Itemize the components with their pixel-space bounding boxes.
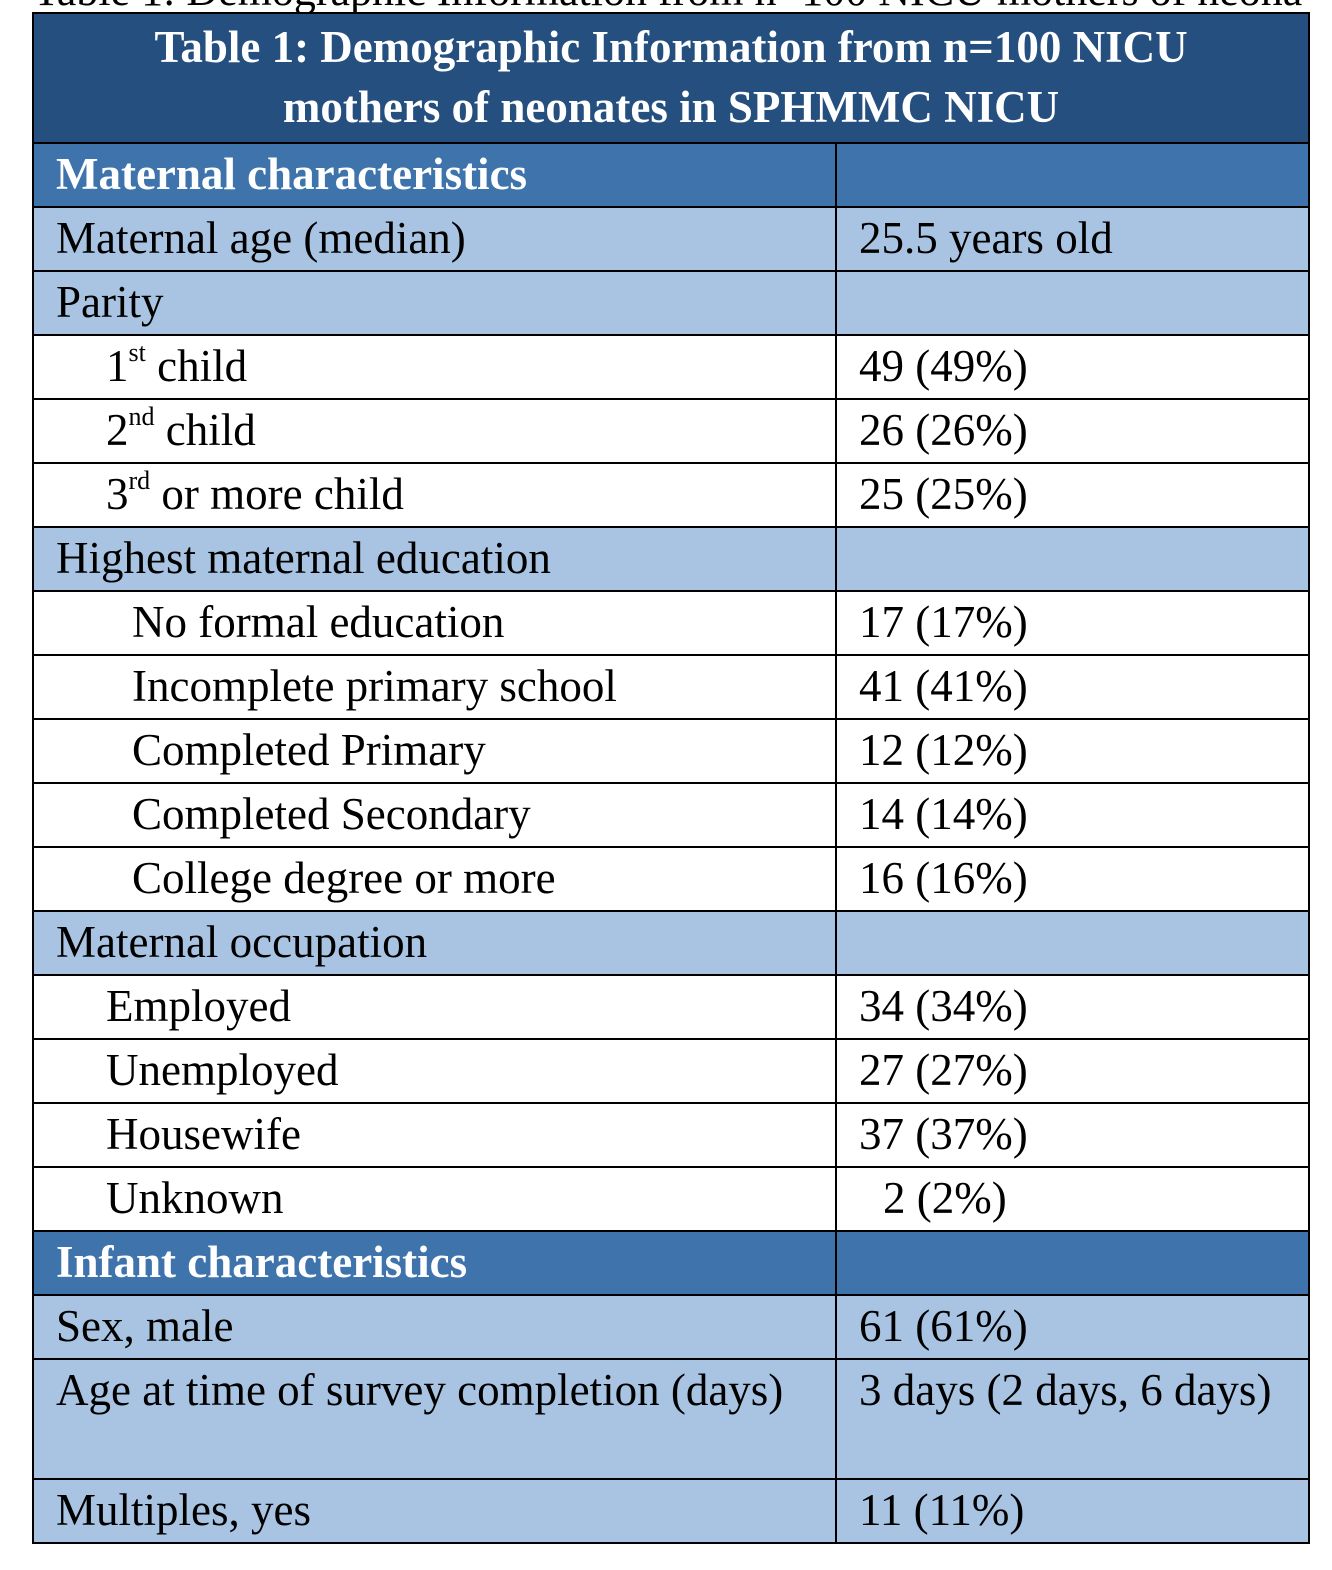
education-label-cell: Completed Primary <box>32 718 837 784</box>
occupation-label-cell: Housewife <box>32 1102 837 1168</box>
maternal-age-value: 25.5 years old <box>834 206 1311 272</box>
table-title-row: Table 1: Demographic Information from n=… <box>31 12 1311 144</box>
table-row: 1st child 49 (49%) <box>32 334 1311 400</box>
occupation-value-cell: 27 (27%) <box>834 1038 1311 1104</box>
table-title: Table 1: Demographic Information from n=… <box>31 12 1311 144</box>
education-label-cell: Incomplete primary school <box>32 654 837 720</box>
table-row: Housewife 37 (37%) <box>32 1102 1311 1168</box>
table-row: College degree or more 16 (16%) <box>32 846 1311 912</box>
education-label-cell: No formal education <box>32 590 837 656</box>
table-title-line2: mothers of neonates in SPHMMC NICU <box>282 82 1060 132</box>
parity-category-row: Parity <box>32 270 1311 336</box>
table-row: Completed Secondary 14 (14%) <box>32 782 1311 848</box>
education-value-cell: 14 (14%) <box>834 782 1311 848</box>
sex-value: 61 (61%) <box>834 1294 1311 1360</box>
cutoff-text-above-table: Table 1: Demographic Information from n=… <box>33 0 1305 12</box>
table-row: Incomplete primary school 41 (41%) <box>32 654 1311 720</box>
education-category-row: Highest maternal education <box>32 526 1311 592</box>
occupation-label: Maternal occupation <box>32 910 837 976</box>
infant-section-label: Infant characteristics <box>32 1230 837 1296</box>
maternal-section-label: Maternal characteristics <box>32 142 837 208</box>
age-label: Age at time of survey completion (days) <box>32 1358 837 1480</box>
table-row: Age at time of survey completion (days) … <box>32 1358 1311 1480</box>
education-value-cell: 41 (41%) <box>834 654 1311 720</box>
occupation-category-row: Maternal occupation <box>32 910 1311 976</box>
table-row: Sex, male 61 (61%) <box>32 1294 1311 1360</box>
infant-section-header: Infant characteristics <box>32 1230 1311 1296</box>
occupation-value-cell: 2 (2%) <box>834 1166 1311 1232</box>
table-row: Completed Primary 12 (12%) <box>32 718 1311 784</box>
occupation-value-cell: 34 (34%) <box>834 974 1311 1040</box>
parity-1-value: 49 (49%) <box>834 334 1311 400</box>
occupation-label-cell: Employed <box>32 974 837 1040</box>
parity-3-label: 3rd or more child <box>32 462 837 528</box>
occupation-label-cell: Unemployed <box>32 1038 837 1104</box>
table-title-line1: Table 1: Demographic Information from n=… <box>154 22 1188 72</box>
sex-label: Sex, male <box>32 1294 837 1360</box>
table-row: Employed 34 (34%) <box>32 974 1311 1040</box>
occupation-label-cell: Unknown <box>32 1166 837 1232</box>
age-value: 3 days (2 days, 6 days) <box>834 1358 1311 1480</box>
parity-3-value: 25 (25%) <box>834 462 1311 528</box>
education-value-cell: 16 (16%) <box>834 846 1311 912</box>
table-row: Unknown 2 (2%) <box>32 1166 1311 1232</box>
education-value-cell: 12 (12%) <box>834 718 1311 784</box>
table-row: Unemployed 27 (27%) <box>32 1038 1311 1104</box>
parity-2-label: 2nd child <box>32 398 837 464</box>
parity-1-label: 1st child <box>32 334 837 400</box>
demographics-table: Table 1: Demographic Information from n=… <box>31 12 1311 1544</box>
table-row: Maternal age (median) 25.5 years old <box>32 206 1311 272</box>
education-label-cell: College degree or more <box>32 846 837 912</box>
multiples-label: Multiples, yes <box>32 1478 837 1544</box>
table-row: No formal education 17 (17%) <box>32 590 1311 656</box>
education-label: Highest maternal education <box>32 526 837 592</box>
occupation-value-cell: 37 (37%) <box>834 1102 1311 1168</box>
table-row: Multiples, yes 11 (11%) <box>32 1478 1311 1544</box>
parity-label: Parity <box>32 270 837 336</box>
maternal-section-header: Maternal characteristics <box>32 142 1311 208</box>
education-value-cell: 17 (17%) <box>834 590 1311 656</box>
education-label-cell: Completed Secondary <box>32 782 837 848</box>
table-row: 2nd child 26 (26%) <box>32 398 1311 464</box>
maternal-age-label: Maternal age (median) <box>32 206 837 272</box>
parity-2-value: 26 (26%) <box>834 398 1311 464</box>
multiples-value: 11 (11%) <box>834 1478 1311 1544</box>
table-row: 3rd or more child 25 (25%) <box>32 462 1311 528</box>
